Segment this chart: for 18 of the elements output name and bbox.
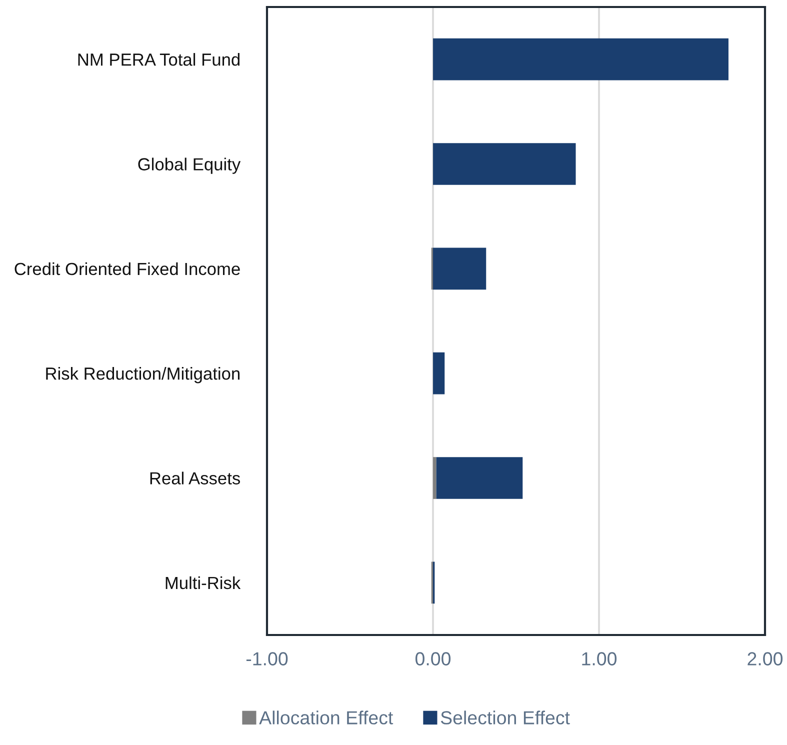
x-tick-label: 1.00 [582,652,617,666]
bar [433,457,436,499]
bar [433,143,576,185]
x-tick-label: 0.00 [415,652,451,666]
y-tick-label: Multi-Risk [166,576,241,590]
bar [433,248,486,290]
y-tick-label: Credit Oriented Fixed Income [14,262,240,276]
x-tick-label: -1.00 [246,652,288,666]
bar [433,352,445,394]
legend-label: Allocation Effect [259,710,394,724]
y-tick-label: Global Equity [138,158,241,174]
bar [436,457,523,499]
y-tick-label: Risk Reduction/Mitigation [46,367,240,384]
y-tick-label: Real Assets [150,472,240,484]
legend-label: Selection Effect [440,710,570,724]
y-tick-label: NM PERA Total Fund [78,53,240,66]
bar [433,38,728,80]
x-tick-label: 2.00 [748,652,783,666]
